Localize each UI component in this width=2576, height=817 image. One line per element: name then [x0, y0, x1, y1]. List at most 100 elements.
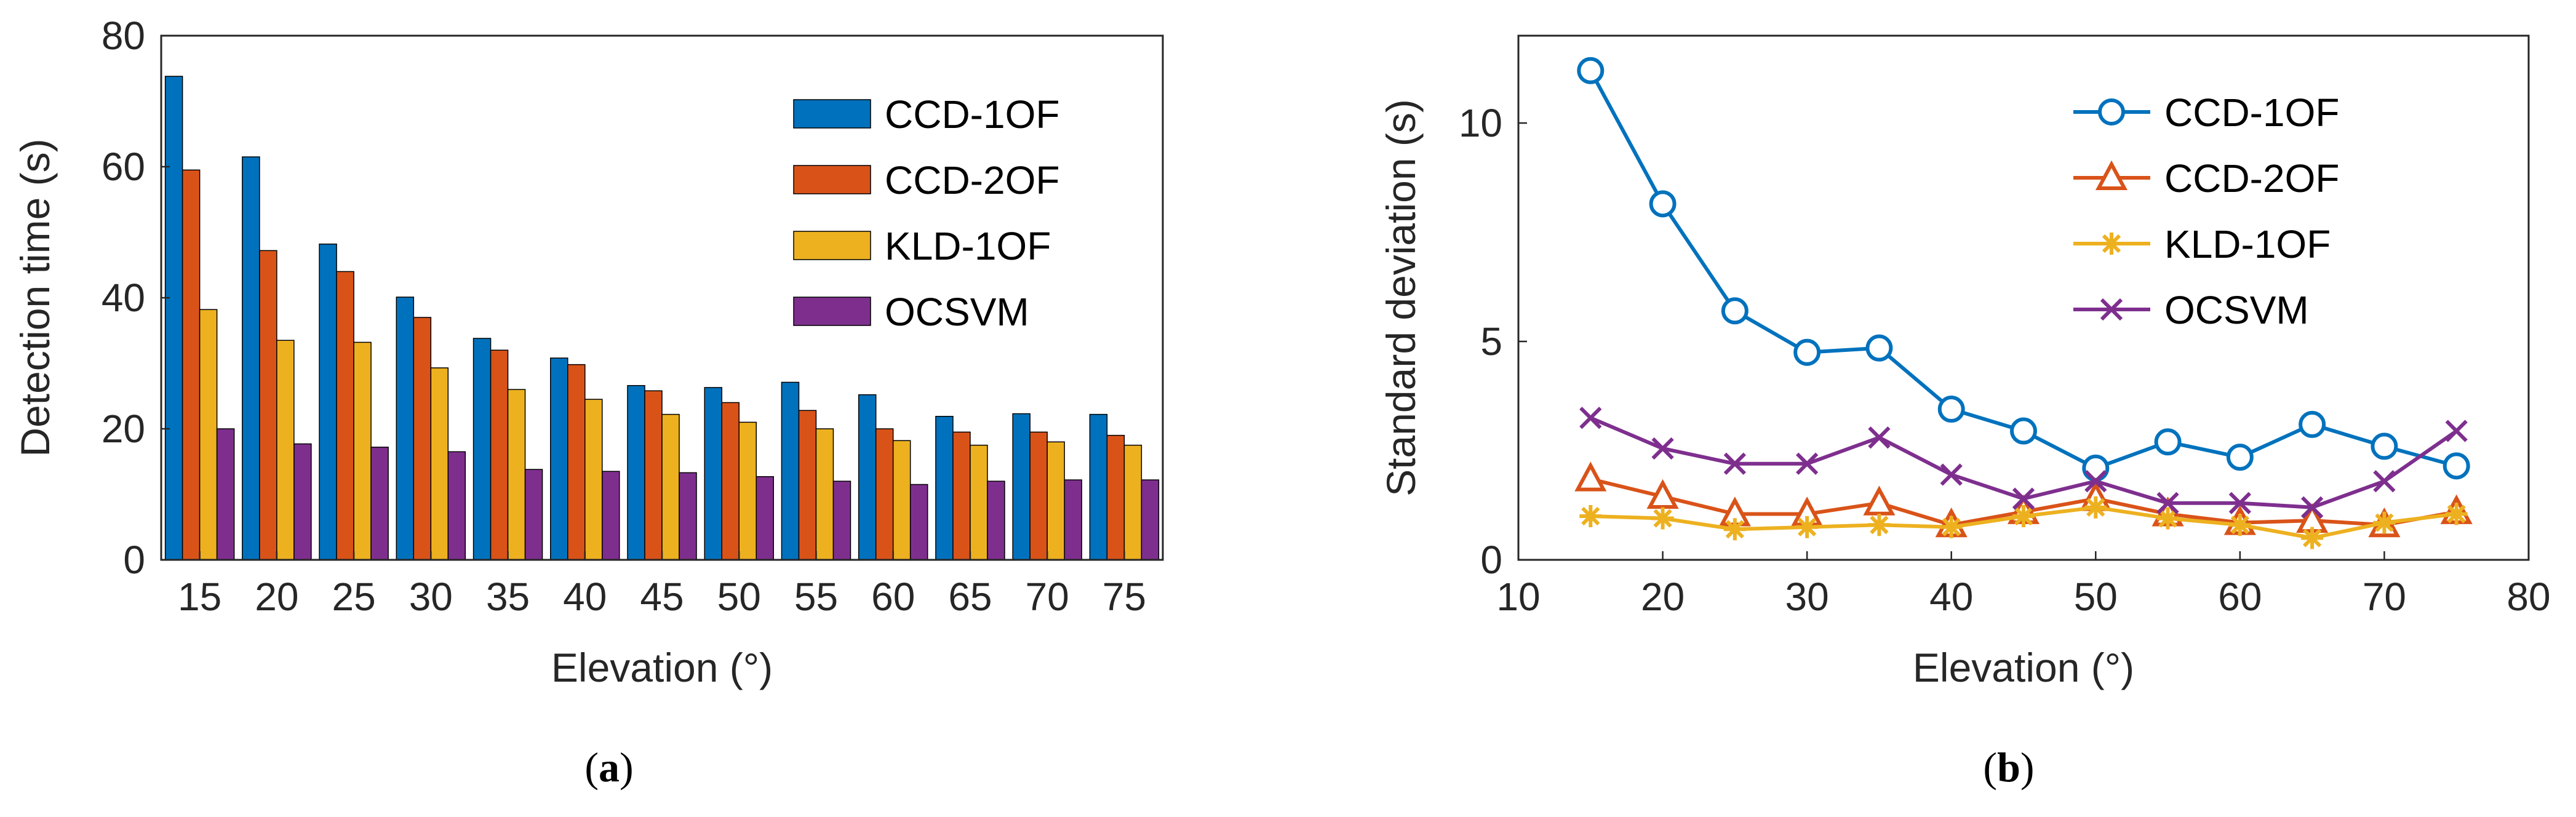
x-tick-label-30: 30: [409, 575, 453, 619]
point-OCSVM-15: [1579, 407, 1602, 429]
x-tick-label-70: 70: [2363, 575, 2406, 619]
bar-CCD-1OF-65: [935, 416, 954, 560]
bar-OCSVM-30: [447, 451, 466, 560]
point-CCD-1OF-60: [2226, 444, 2254, 471]
bar-CCD-2OF-20: [259, 250, 277, 560]
x-tick-label-80: 80: [2506, 575, 2550, 619]
axes-box: [160, 34, 1164, 561]
point-KLD-1OF-40: [1940, 516, 1963, 538]
point-KLD-1OF-55: [2156, 507, 2179, 530]
point-KLD-1OF-15: [1579, 505, 1602, 527]
legend-marker-OCSVM: [2100, 298, 2123, 321]
bar-CCD-2OF-25: [336, 271, 354, 560]
point-KLD-1OF-70: [2373, 511, 2396, 534]
bar-CCD-2OF-50: [721, 402, 740, 560]
plot-area: [1518, 36, 2529, 560]
bar-CCD-1OF-45: [627, 385, 645, 560]
point-CCD-1OF-35: [1865, 334, 1893, 362]
axes-box: [1517, 34, 2530, 561]
legend-label-CCD-1OF: CCD-1OF: [2164, 90, 2339, 135]
panel-a-bar-chart: 15 20 25 30 35 40 45 50 55 60 65 70 75 0 20 40 60 80 Eleva…: [12, 14, 1164, 690]
point-CCD-1OF-75: [2442, 452, 2470, 480]
point-CCD-2OF-35: [1863, 485, 1896, 516]
legend-swatch-OCSVM: [793, 297, 871, 326]
point-CCD-2OF-15: [1574, 461, 1607, 492]
x-tick-label-15: 15: [178, 575, 221, 619]
x-axis-label: Elevation (°): [1913, 645, 2134, 690]
bar-CCD-2OF-15: [181, 169, 201, 560]
x-tick-label-10: 10: [1496, 575, 1540, 619]
x-tick-label-70: 70: [1026, 575, 1069, 619]
bar-KLD-1OF-30: [430, 367, 449, 560]
bar-KLD-1OF-65: [970, 444, 988, 560]
point-KLD-1OF-50: [2084, 496, 2107, 519]
bar-CCD-2OF-75: [1106, 434, 1125, 560]
legend-swatch-CCD-2OF: [793, 165, 871, 194]
legend-label-CCD-2OF: CCD-2OF: [885, 158, 1059, 202]
point-KLD-1OF-60: [2228, 514, 2251, 536]
point-OCSVM-40: [1940, 463, 1963, 486]
point-CCD-1OF-40: [1937, 396, 1965, 423]
y-tick-label-5: 5: [1480, 319, 1502, 364]
legend-label-CCD-1OF: CCD-1OF: [885, 92, 1059, 137]
point-KLD-1OF-75: [2445, 503, 2468, 525]
bar-CCD-2OF-40: [567, 364, 586, 560]
bar-OCSVM-20: [293, 443, 312, 560]
bar-OCSVM-65: [987, 480, 1005, 560]
x-tick-label-30: 30: [1785, 575, 1829, 619]
x-tick-label-45: 45: [640, 575, 684, 619]
bar-OCSVM-25: [370, 447, 389, 560]
point-OCSVM-65: [2301, 496, 2324, 519]
bar-CCD-2OF-70: [1029, 431, 1048, 560]
bar-CCD-1OF-40: [550, 357, 568, 560]
y-tick-label-80: 80: [102, 14, 145, 58]
x-tick-label-25: 25: [332, 575, 375, 619]
y-tick-label-0: 0: [1480, 538, 1502, 582]
bar-OCSVM-60: [909, 484, 928, 560]
legend-label-KLD-1OF: KLD-1OF: [2164, 222, 2331, 266]
point-CCD-1OF-15: [1577, 57, 1605, 84]
point-OCSVM-35: [1868, 426, 1891, 449]
bar-KLD-1OF-55: [815, 428, 834, 560]
bar-OCSVM-50: [756, 476, 774, 560]
y-tick-label-60: 60: [102, 145, 145, 189]
point-KLD-1OF-35: [1868, 514, 1891, 536]
x-tick-label-20: 20: [255, 575, 298, 619]
caption-b: (b): [1983, 744, 2034, 791]
x-tick-label-40: 40: [563, 575, 607, 619]
point-OCSVM-55: [2156, 492, 2179, 514]
bar-KLD-1OF-75: [1123, 444, 1142, 560]
bar-CCD-2OF-65: [952, 431, 971, 560]
x-tick-label-40: 40: [1929, 575, 1973, 619]
legend-marker-CCD-2OF: [2095, 160, 2128, 190]
point-KLD-1OF-30: [1796, 516, 1819, 538]
bar-CCD-2OF-60: [875, 428, 894, 560]
bar-KLD-1OF-35: [507, 389, 526, 560]
point-KLD-1OF-65: [2301, 527, 2324, 549]
point-KLD-1OF-25: [1723, 518, 1746, 541]
panel-b-line-chart: 10 20 30 40 50 60 70 80 0 5 10 Elevation (°) Standar…: [1378, 34, 2551, 690]
legend-swatch-KLD-1OF: [793, 231, 871, 260]
x-tick-label-50: 50: [2074, 575, 2118, 619]
x-tick-label-60: 60: [871, 575, 915, 619]
point-OCSVM-25: [1723, 452, 1746, 475]
bar-CCD-2OF-35: [490, 349, 509, 560]
bar-CCD-1OF-55: [781, 381, 800, 560]
bar-CCD-1OF-70: [1012, 413, 1031, 560]
point-OCSVM-30: [1796, 452, 1819, 475]
point-CCD-1OF-50: [2082, 454, 2110, 482]
bar-OCSVM-55: [832, 480, 851, 560]
point-OCSVM-45: [2012, 487, 2035, 510]
bar-CCD-1OF-75: [1089, 413, 1108, 560]
y-tick-label-20: 20: [102, 407, 145, 451]
y-axis-label: Detection time (s): [12, 138, 58, 456]
bar-KLD-1OF-45: [661, 413, 680, 560]
bar-KLD-1OF-70: [1047, 441, 1065, 560]
legend-label-OCSVM: OCSVM: [2164, 288, 2309, 332]
bar-OCSVM-75: [1141, 479, 1160, 560]
bar-CCD-2OF-30: [413, 317, 432, 560]
bar-CCD-1OF-20: [242, 156, 260, 560]
y-tick-label-0: 0: [123, 538, 145, 582]
point-CCD-2OF-20: [1646, 479, 1679, 509]
bar-KLD-1OF-20: [276, 340, 295, 560]
